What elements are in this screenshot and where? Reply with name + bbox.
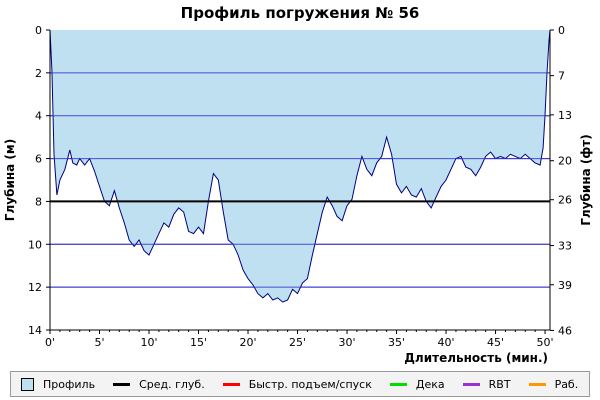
x-tick-label: 45' <box>487 336 504 349</box>
legend-item: RBT <box>462 377 511 391</box>
y-tick-label-left: 2 <box>35 67 42 80</box>
legend-swatch <box>21 377 34 391</box>
x-tick-label: 30' <box>339 336 356 349</box>
y-tick-label-right: 26 <box>558 194 572 207</box>
dive-profile-chart: Профиль погружения № 56 0' 5' 10' 15' 20' 25'… <box>3 4 593 365</box>
y-tick-label-left: 10 <box>28 238 42 251</box>
x-tick-label: 15' <box>190 336 207 349</box>
legend-label: Раб. <box>554 377 579 391</box>
y-tick-label-right: 13 <box>558 109 572 122</box>
x-tick-label: 50' <box>537 336 554 349</box>
legend-item: Профиль <box>21 377 96 391</box>
axes <box>46 29 554 334</box>
y-tick-label-left: 14 <box>28 324 42 337</box>
y-tick-label-left: 8 <box>35 195 42 208</box>
y-tick-label-left: 4 <box>35 110 42 123</box>
y-axis-label-right: Глубина (фт) <box>579 134 593 225</box>
x-tick-label: 0' <box>45 336 55 349</box>
tick-labels: 0' 5' 10' 15' 20' 25' 30' 35' 40' 45' 50'024681012… <box>28 24 572 349</box>
chart-legend: Профиль Сред. глуб. Быстр. подъем/спуск Дек… <box>10 371 590 397</box>
x-tick-label: 10' <box>140 336 157 349</box>
legend-item: Раб. <box>528 377 579 391</box>
x-tick-label: 5' <box>94 336 104 349</box>
y-tick-label-right: 46 <box>558 324 572 337</box>
y-tick-label-right: 7 <box>558 70 565 83</box>
legend-swatch <box>222 382 240 386</box>
y-axis-label-left: Глубина (м) <box>3 139 17 221</box>
chart-title: Профиль погружения № 56 <box>181 4 420 22</box>
x-tick-label: 35' <box>388 336 405 349</box>
y-tick-label-right: 33 <box>558 240 572 253</box>
legend-label: Дека <box>415 377 445 391</box>
legend-label: RBT <box>488 377 511 391</box>
profile-series <box>49 29 551 303</box>
legend-swatch <box>528 382 546 386</box>
y-tick-label-left: 12 <box>28 281 42 294</box>
y-tick-label-right: 0 <box>558 24 565 37</box>
y-tick-label-right: 20 <box>558 155 572 168</box>
legend-label: Сред. глуб. <box>139 377 205 391</box>
x-axis-label: Длительность (мин.) <box>404 351 548 365</box>
x-tick-label: 20' <box>240 336 257 349</box>
legend-swatch <box>113 382 131 386</box>
legend-item: Дека <box>389 377 445 391</box>
legend-item: Быстр. подъем/спуск <box>222 377 372 391</box>
legend-label: Профиль <box>43 377 96 391</box>
legend-swatch <box>462 382 480 386</box>
y-tick-label-right: 39 <box>558 279 572 292</box>
x-tick-label: 40' <box>438 336 455 349</box>
profile-line <box>49 29 551 303</box>
legend-item: Сред. глуб. <box>113 378 205 391</box>
y-tick-label-left: 0 <box>35 24 42 37</box>
x-tick-label: 25' <box>289 336 306 349</box>
legend-swatch <box>389 382 407 386</box>
profile-area <box>50 30 550 303</box>
legend-label: Быстр. подъем/спуск <box>248 377 372 391</box>
y-tick-label-left: 6 <box>35 153 42 166</box>
